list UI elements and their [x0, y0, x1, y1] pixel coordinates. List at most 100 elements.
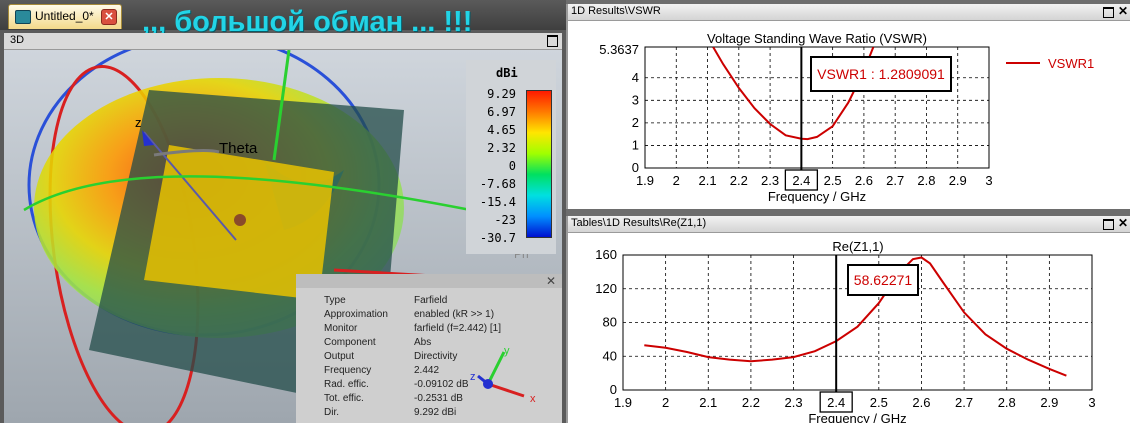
chart-title: Re(Z1,1): [832, 239, 883, 254]
vswr-title-bar: 1D Results\VSWR ✕: [568, 4, 1130, 21]
axis-triad: x y z: [470, 345, 536, 405]
x-tick-label: 2.2: [742, 395, 760, 410]
marker-readout: VSWR1 : 1.2809091: [817, 66, 945, 82]
y-top-value: 5.3637: [599, 42, 639, 57]
overlay-headline: ,,, большой обман ... !!!: [142, 6, 473, 38]
vswr-chart[interactable]: 1.9 2 2.1 2.2 2.3 2.4 2.5 2.6 2.7 2.8 2.9 3 0 1 2 3 4 Fre…: [568, 21, 1130, 209]
green-vertical-line: [272, 50, 291, 161]
info-key: Output: [324, 351, 355, 362]
y-tick-label: 1: [632, 137, 639, 152]
series-line: [644, 256, 1067, 377]
triad-x-label: x: [530, 393, 536, 405]
x-axis-label: Frequency / GHz: [768, 189, 866, 204]
triad-x-axis: [487, 382, 525, 398]
x-tick-label: 1.9: [636, 173, 654, 188]
project-icon: [15, 10, 31, 24]
x-tick-label: 2.2: [730, 173, 748, 188]
colorbar-tick: -23: [494, 213, 516, 227]
y-tick-label: 120: [595, 281, 617, 296]
x-tick-label: 2.3: [761, 173, 779, 188]
close-icon[interactable]: ✕: [1117, 216, 1128, 230]
y-tick-label: 160: [595, 247, 617, 262]
legend-label: VSWR1: [1048, 56, 1094, 71]
cursor-value-label: 2.4: [792, 173, 810, 188]
triad-origin: [483, 379, 493, 389]
re-z11-window-title: Tables\1D Results\Re(Z1,1): [571, 217, 707, 229]
triad-z-label: z: [470, 371, 476, 383]
chart-title: Voltage Standing Wave Ratio (VSWR): [707, 31, 927, 46]
x-tick-label: 2.5: [824, 173, 842, 188]
re-z11-title-bar: Tables\1D Results\Re(Z1,1) ✕: [568, 216, 1130, 233]
info-panel-title-bar: ✕: [296, 274, 562, 288]
colorbar-gradient: [526, 90, 552, 238]
x-tick-label: 2.6: [855, 173, 873, 188]
x-tick-label: 2.6: [912, 395, 930, 410]
info-key: Component: [324, 337, 376, 348]
view-label: 3D: [10, 34, 25, 46]
info-value: Directivity: [414, 351, 458, 362]
y-tick-label: 4: [632, 70, 639, 85]
x-tick-label: 1.9: [614, 395, 632, 410]
x-tick-label: 2.9: [949, 173, 967, 188]
farfield-info-panel: ✕ Type Farfield Approximation enabled (kR >…: [296, 274, 562, 423]
close-tab-icon[interactable]: ✕: [101, 9, 117, 25]
colorbar-tick: -30.7: [479, 231, 516, 245]
view-title-bar: 3D: [4, 33, 562, 50]
info-key: Rad. effic.: [324, 379, 369, 390]
farfield-3d-view[interactable]: z Theta Ph dBi 9.29 6.97 4.65 2.32 0 -7.…: [4, 50, 562, 423]
info-key: Frequency: [324, 365, 372, 376]
y-tick-label: 80: [603, 315, 617, 330]
theta-label: Theta: [219, 140, 258, 157]
info-key: Approximation: [324, 309, 388, 320]
y-tick-label: 2: [632, 115, 639, 130]
maximize-icon[interactable]: [1103, 219, 1114, 230]
info-value: 9.292 dBi: [414, 407, 457, 418]
axis-z-label: z: [135, 115, 142, 130]
maximize-icon[interactable]: [547, 35, 558, 47]
x-tick-label: 2.1: [699, 395, 717, 410]
cursor-value-box: [819, 391, 853, 413]
close-icon[interactable]: ✕: [1117, 4, 1128, 18]
info-value: 2.442: [414, 365, 440, 376]
x-tick-label: 2.8: [998, 395, 1016, 410]
colorbar-tick: 2.32: [487, 141, 516, 155]
close-icon[interactable]: ✕: [545, 274, 556, 288]
x-axis-label: Frequency / GHz: [808, 411, 906, 423]
colorbar-tick: 9.29: [487, 87, 516, 101]
x-tick-label: 2: [673, 173, 680, 188]
document-tab-bar: Untitled_0* ✕ ,,, большой обман ... !!!: [0, 0, 566, 38]
colorbar-unit: dBi: [496, 66, 518, 80]
x-tick-label: 3: [1088, 395, 1095, 410]
y-tick-label: 0: [632, 160, 639, 175]
x-tick-label: 2.7: [886, 173, 904, 188]
tab-untitled[interactable]: Untitled_0* ✕: [8, 4, 122, 29]
y-tick-label: 40: [603, 348, 617, 363]
y-tick-label: 0: [610, 382, 617, 397]
x-tick-label: 2.1: [699, 173, 717, 188]
theta-arrow: [153, 149, 220, 157]
marker-readout-box: [847, 264, 919, 296]
info-key: Dir.: [324, 407, 339, 418]
x-tick-label: 2.5: [870, 395, 888, 410]
colorbar-tick: -15.4: [479, 195, 516, 209]
maximize-icon[interactable]: [1103, 7, 1114, 18]
info-value: Farfield: [414, 295, 448, 306]
marker-readout: 58.62271: [854, 272, 913, 288]
marker-readout-box: [810, 56, 952, 92]
info-value: Abs: [414, 337, 432, 348]
antenna-axis: [143, 131, 237, 241]
vswr-result-window: 1D Results\VSWR ✕ 1.9 2 2.1 2.2 2.3 2.4 2.5 2.6…: [566, 4, 1130, 209]
vswr-window-title: 1D Results\VSWR: [571, 5, 661, 17]
colorbar-tick: -7.68: [479, 177, 516, 191]
tab-label: Untitled_0*: [35, 9, 94, 23]
info-key: Tot. effic.: [324, 393, 364, 404]
info-key: Type: [324, 295, 346, 306]
info-value: -0.09102 dB: [414, 379, 469, 390]
x-tick-label: 2.3: [785, 395, 803, 410]
triad-y-axis: [486, 351, 506, 385]
info-value: farfield (f=2.442) [1]: [414, 323, 501, 334]
triad-y-label: y: [504, 345, 510, 357]
z-axis-arrow: [142, 130, 154, 146]
re-z11-chart[interactable]: 1.9 2 2.1 2.2 2.3 2.4 2.5 2.6 2.7 2.8 2.9 3 0 40 80 120…: [568, 233, 1130, 423]
colorbar-tick: 0: [508, 159, 516, 173]
